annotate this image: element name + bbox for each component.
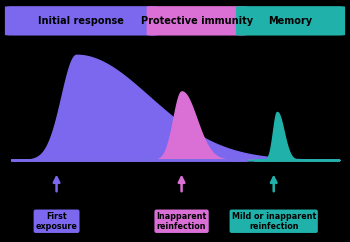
Text: First
exposure: First exposure (36, 212, 77, 231)
FancyBboxPatch shape (236, 6, 345, 36)
Text: Memory: Memory (268, 15, 313, 25)
Text: Mild or inapparent
reinfection: Mild or inapparent reinfection (232, 212, 316, 231)
Text: Inapparent
reinfection: Inapparent reinfection (156, 212, 207, 231)
FancyBboxPatch shape (5, 6, 158, 36)
Text: Initial response: Initial response (38, 15, 124, 25)
Text: Protective immunity: Protective immunity (141, 15, 253, 25)
FancyBboxPatch shape (147, 6, 247, 36)
